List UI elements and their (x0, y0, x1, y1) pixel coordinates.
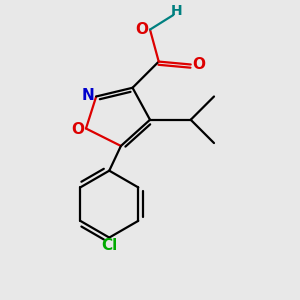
Text: O: O (71, 122, 84, 137)
Text: H: H (170, 4, 182, 18)
Text: O: O (135, 22, 148, 37)
Text: O: O (192, 57, 206, 72)
Text: N: N (82, 88, 94, 103)
Text: Cl: Cl (101, 238, 117, 253)
